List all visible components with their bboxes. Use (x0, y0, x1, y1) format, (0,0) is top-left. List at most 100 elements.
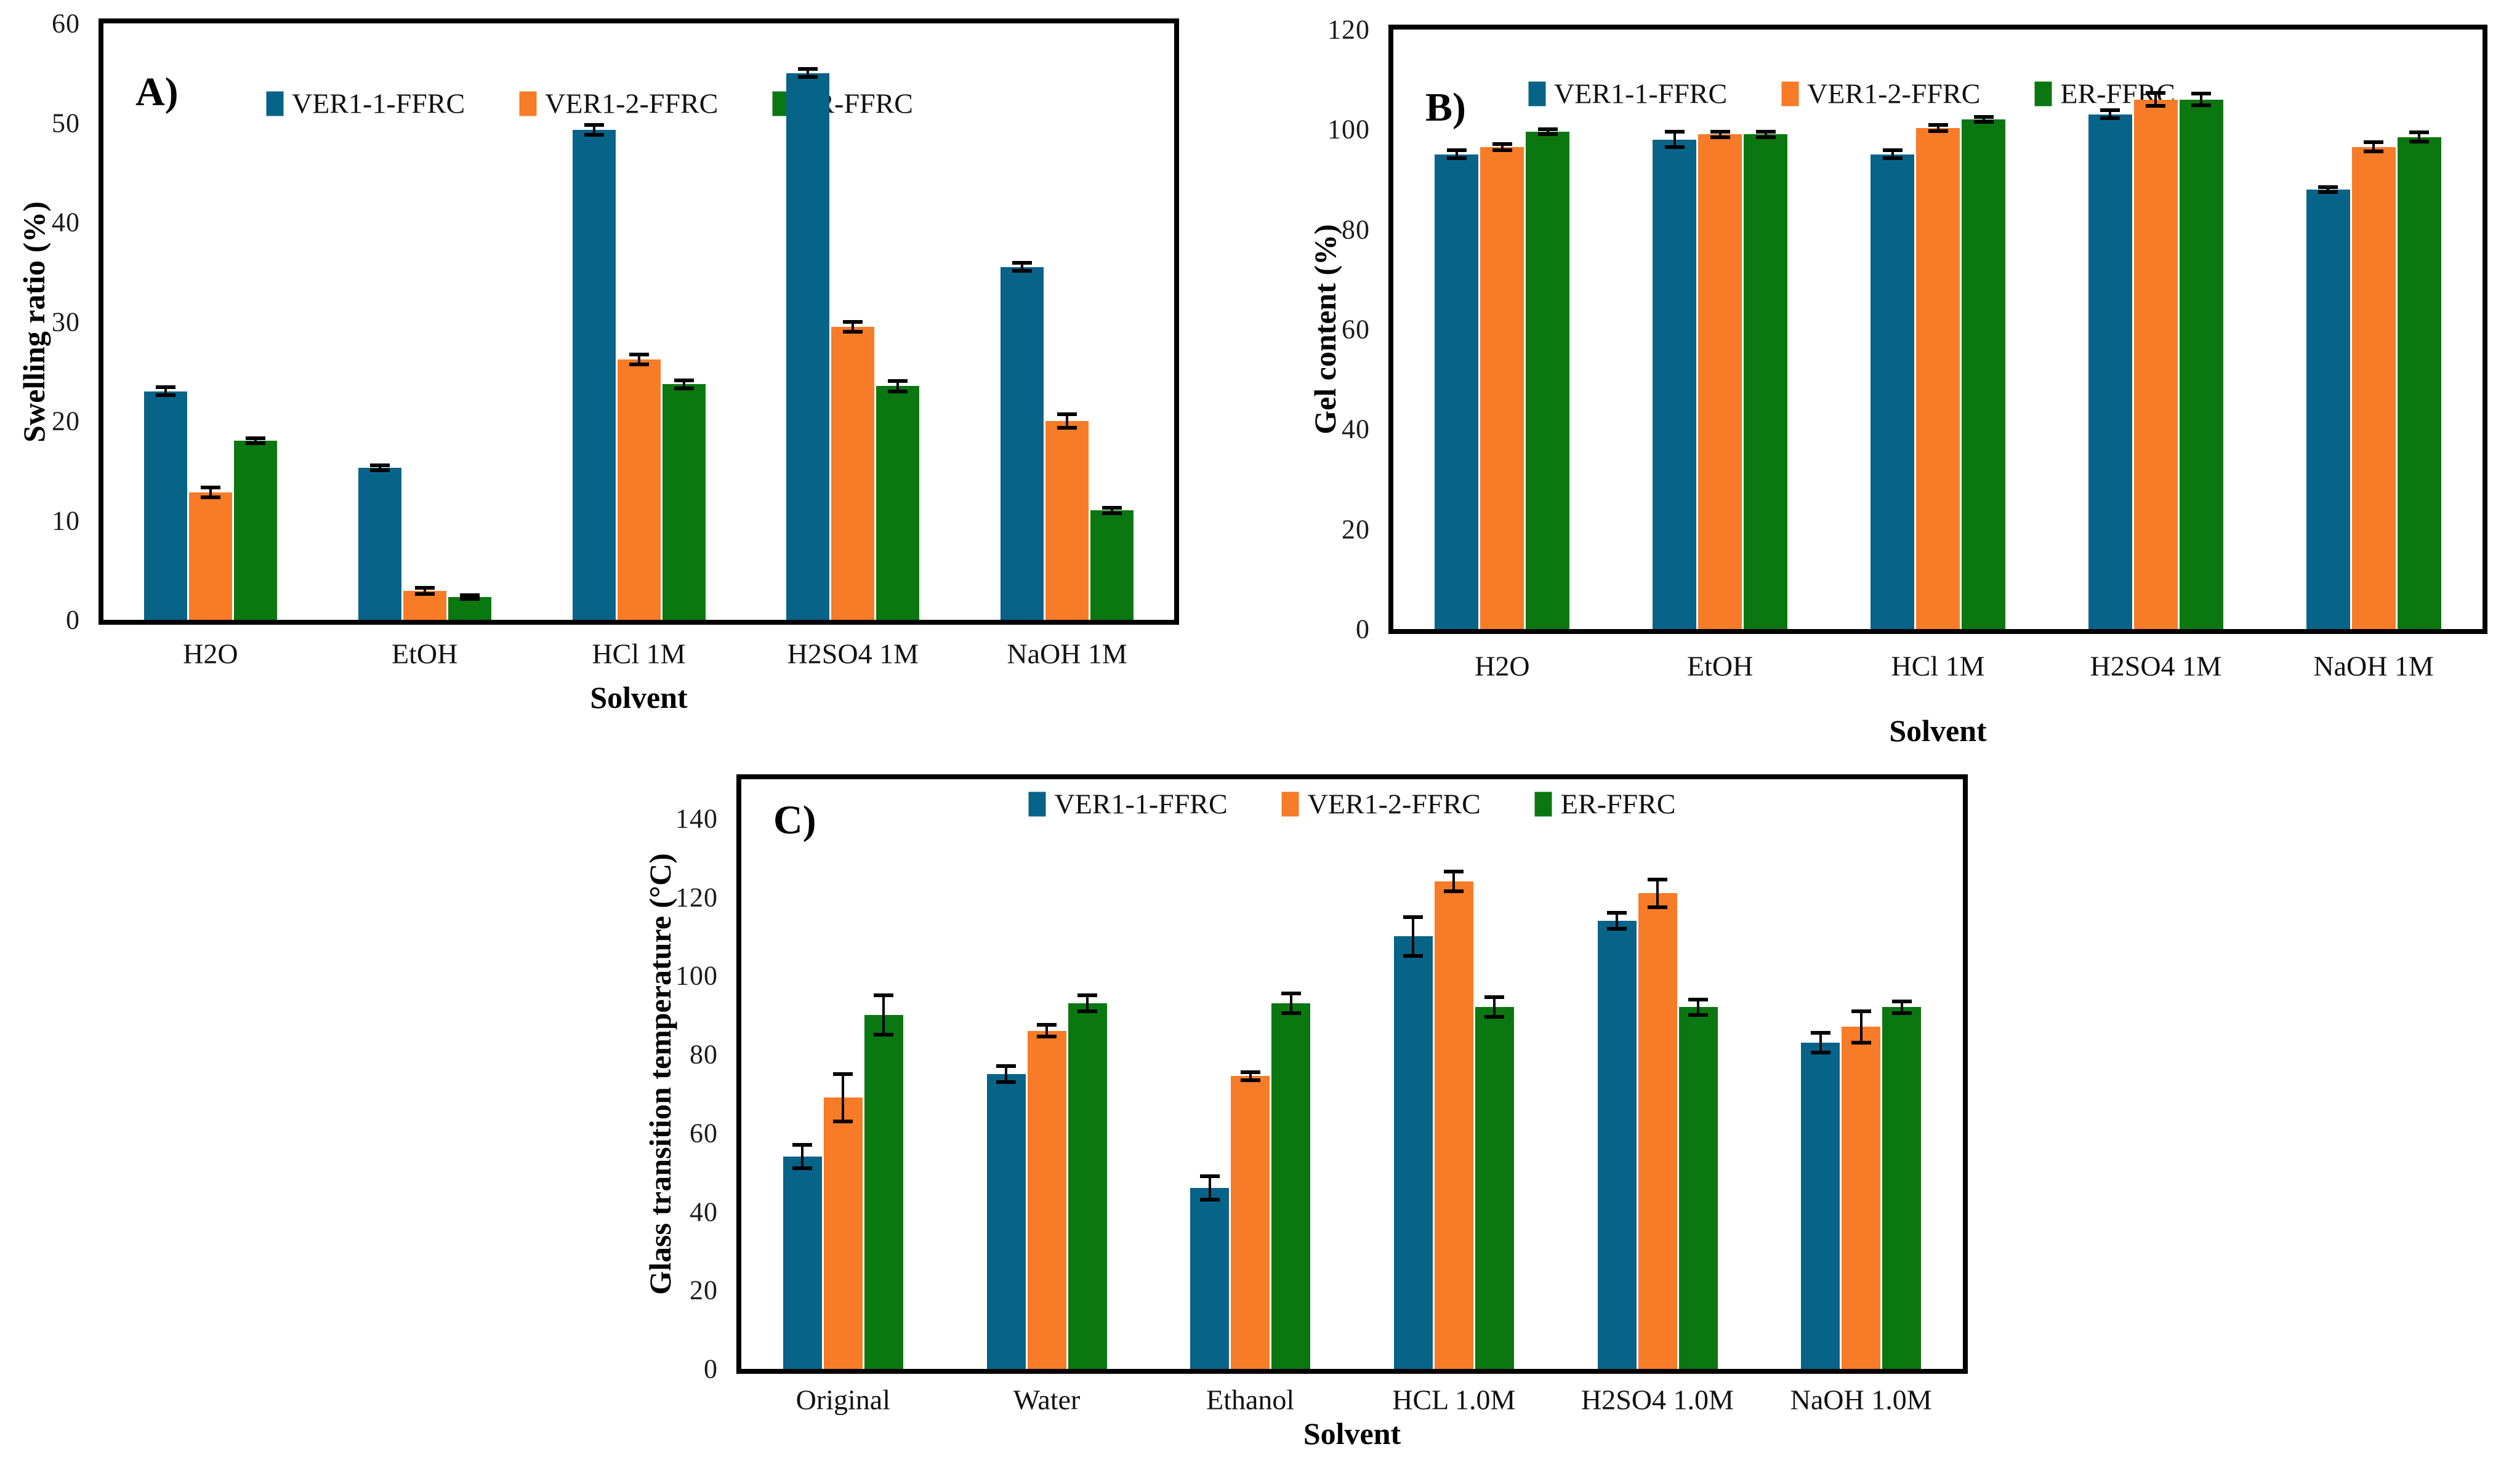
error-bar-cap-bottom (245, 441, 265, 446)
y-tick-label: 120 (1327, 14, 1370, 45)
error-bar-cap-bottom (2364, 150, 2384, 154)
error-bar-cap-top (1537, 127, 1558, 132)
error-bar (1546, 129, 1549, 135)
error-bar (423, 588, 426, 594)
error-bar-cap-top (1281, 992, 1301, 996)
error-bar-cap-bottom (369, 468, 390, 472)
legend: VER1-1-FFRC VER1-2-FFRC ER-FFRC (1528, 78, 2175, 110)
error-bar-cap-top (1973, 115, 1994, 119)
error-bar-cap-top (1077, 993, 1097, 998)
error-bar-cap-top (843, 319, 863, 324)
error-bar-cap-bottom (1102, 511, 1122, 516)
error-bar-cap-top (1891, 999, 1912, 1003)
error-bar (1086, 995, 1089, 1011)
error-bar-cap-bottom (1664, 145, 1685, 149)
error-bar (1859, 1011, 1863, 1043)
bar-ver1-1-ffrc-h2so4-1-0m (1597, 920, 1637, 1369)
bar-ver1-2-ffrc-water (1027, 1030, 1066, 1369)
x-category-label: H2SO4 1.0M (1581, 1384, 1734, 1416)
y-tick-label: 10 (52, 505, 80, 535)
error-bar-cap-top (1484, 995, 1505, 1000)
error-bar (882, 995, 885, 1035)
error-bar (1718, 132, 1722, 137)
error-bar-cap-top (888, 379, 908, 383)
legend-swatch-icon (1534, 792, 1552, 816)
error-bar-cap-bottom (2318, 190, 2338, 194)
error-bar-cap-top (1851, 1009, 1871, 1013)
y-axis-title: Gel content (%) (1308, 224, 1342, 435)
y-axis-title: Swelling ratio (%) (17, 201, 51, 443)
bar-er-ffrc-naoh-1m (1090, 510, 1134, 620)
legend-label: VER1-2-FFRC (545, 87, 719, 119)
error-bar (378, 465, 381, 470)
bar-ver1-1-ffrc-hcl-1m (1871, 154, 1914, 629)
legend-item-ver1-1-ffrc: VER1-1-FFRC (1528, 78, 1727, 110)
error-bar-cap-top (1810, 1030, 1830, 1035)
error-bar-cap-top (2318, 185, 2338, 189)
legend-item-ver1-2-ffrc: VER1-2-FFRC (1281, 788, 1481, 820)
error-bar (1764, 132, 1767, 137)
error-bar-cap-bottom (1537, 132, 1558, 137)
legend-label: VER1-2-FFRC (1307, 788, 1481, 820)
error-bar (1452, 872, 1456, 891)
y-tick-label: 100 (1327, 114, 1370, 145)
legend-label: VER1-1-FFRC (1554, 78, 1728, 110)
bar-ver1-2-ffrc-hcl-1m (1916, 127, 1960, 629)
error-bar (1673, 132, 1676, 147)
error-bar-cap-bottom (1755, 135, 1776, 139)
error-bar (1412, 916, 1415, 957)
y-tick-label: 60 (690, 1118, 718, 1149)
y-tick-label: 20 (52, 406, 80, 436)
error-bar-cap-bottom (1077, 1009, 1097, 1013)
error-bar-cap-bottom (1710, 135, 1730, 139)
x-category-label: HCl 1M (592, 638, 686, 670)
error-bar-cap-bottom (843, 329, 863, 334)
x-category-label: NaOH 1M (2313, 650, 2434, 682)
error-bar-cap-bottom (1446, 156, 1467, 161)
error-bar-cap-top (1037, 1023, 1057, 1027)
error-bar-cap-bottom (2146, 104, 2166, 108)
x-category-label: Water (1013, 1384, 1081, 1416)
error-bar-cap-top (2191, 91, 2212, 95)
bar-er-ffrc-naoh-1-0m (1882, 1007, 1922, 1369)
error-bar (807, 69, 810, 78)
error-bar (1289, 993, 1292, 1013)
error-bar-cap-bottom (792, 1166, 813, 1171)
x-category-label: H2O (183, 638, 238, 670)
bar-ver1-1-ffrc-hcl-1m (572, 129, 616, 620)
x-category-label: NaOH 1M (1007, 638, 1127, 670)
error-bar (1045, 1025, 1048, 1037)
y-tick-label: 40 (1342, 414, 1370, 444)
error-bar-cap-top (1648, 877, 1667, 881)
x-category-label: H2O (1475, 650, 1530, 682)
error-bar-cap-top (200, 486, 220, 490)
error-bar (209, 487, 212, 498)
legend-label: VER1-1-FFRC (292, 87, 465, 119)
x-category-label: HCl 1M (1891, 650, 1985, 682)
error-bar-cap-bottom (1688, 1013, 1708, 1017)
legend-item-ver1-1-ffrc: VER1-1-FFRC (266, 87, 465, 120)
bar-ver1-2-ffrc-naoh-1-0m (1842, 1027, 1881, 1369)
error-bar-cap-bottom (874, 1033, 894, 1037)
error-bar (1455, 150, 1458, 159)
error-bar (842, 1074, 845, 1121)
error-bar-cap-top (1882, 148, 1903, 153)
error-bar-cap-top (1240, 1070, 1260, 1074)
error-bar-cap-top (1492, 142, 1512, 146)
legend-swatch-icon (1528, 81, 1546, 106)
legend-swatch-icon (519, 91, 537, 116)
error-bar (1005, 1066, 1007, 1082)
error-bar (1208, 1176, 1211, 1200)
error-bar-cap-bottom (1037, 1035, 1057, 1039)
error-bar (2327, 187, 2330, 192)
error-bar-cap-bottom (2100, 116, 2120, 121)
error-bar-cap-top (459, 593, 480, 597)
error-bar-cap-top (2100, 108, 2120, 113)
bar-ver1-1-ffrc-ethanol (1190, 1188, 1230, 1369)
bar-er-ffrc-water (1068, 1003, 1107, 1369)
error-bar-cap-top (1444, 870, 1464, 874)
error-bar-cap-bottom (629, 362, 649, 366)
legend: VER1-1-FFRC VER1-2-FFRC ER-FFRC (1028, 788, 1675, 820)
error-bar-cap-top (1755, 130, 1776, 134)
bar-er-ffrc-h2o (233, 441, 277, 620)
